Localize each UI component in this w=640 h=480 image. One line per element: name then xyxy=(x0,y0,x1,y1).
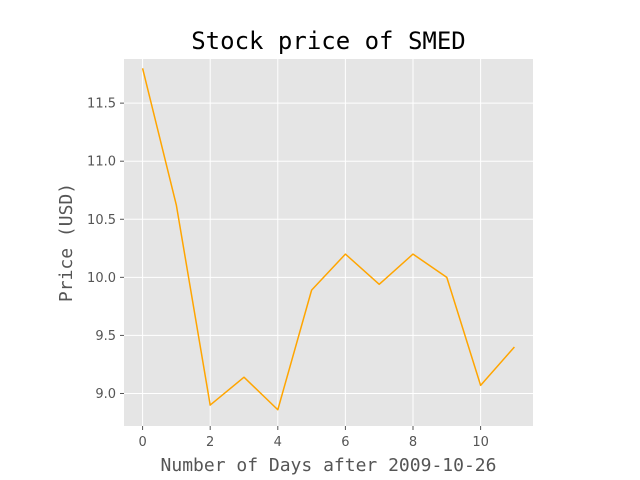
series-group xyxy=(141,68,515,411)
x-tick-label: 8 xyxy=(409,435,417,450)
x-tick-label: 10 xyxy=(472,435,489,450)
gridlines xyxy=(124,59,533,426)
y-tick-label: 11.0 xyxy=(87,155,116,170)
y-tick-label: 10.5 xyxy=(87,213,116,228)
y-tick-label: 11.5 xyxy=(87,97,116,112)
x-tick-label: 0 xyxy=(138,435,146,450)
y-axis-ticks: 9.0 9.5 10.0 10.5 11.0 11.5 xyxy=(87,97,124,402)
x-tick-label: 4 xyxy=(274,435,282,450)
x-axis-label: Number of Days after 2009-10-26 xyxy=(161,455,497,476)
x-tick-label: 2 xyxy=(206,435,214,450)
plot-background xyxy=(124,59,533,426)
chart-title: Stock price of SMED xyxy=(191,27,466,55)
y-axis-label: Price (USD) xyxy=(56,183,77,302)
x-axis-ticks: 0 2 4 6 8 10 xyxy=(138,426,489,450)
y-tick-label: 9.0 xyxy=(95,387,116,402)
y-tick-label: 9.5 xyxy=(95,329,116,344)
price-line xyxy=(141,68,515,411)
y-tick-label: 10.0 xyxy=(87,271,116,286)
x-tick-label: 6 xyxy=(341,435,349,450)
